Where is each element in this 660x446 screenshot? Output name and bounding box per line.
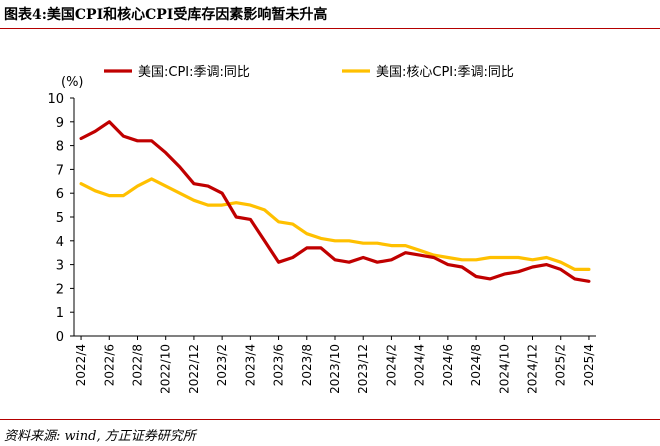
x-tick-label: 2022/12 — [187, 344, 201, 394]
chart-legend: 美国:CPI:季调:同比 美国:核心CPI:季调:同比 — [104, 65, 514, 80]
y-tick-label: 9 — [56, 116, 64, 131]
x-tick-label: 2024/12 — [526, 344, 540, 394]
x-tick-label: 2023/4 — [243, 344, 257, 386]
y-tick-label: 7 — [56, 163, 64, 178]
x-tick-label: 2023/8 — [300, 344, 314, 386]
y-tick-label: 5 — [56, 211, 64, 226]
x-tick-label: 2025/2 — [554, 344, 568, 386]
y-tick-label: 0 — [56, 330, 64, 345]
x-tick-label: 2024/2 — [384, 344, 398, 386]
y-tick-label: 1 — [56, 306, 64, 321]
legend-label: 美国:CPI:季调:同比 — [138, 65, 250, 80]
series-line — [79, 120, 591, 283]
x-tick-label: 2022/8 — [130, 344, 144, 386]
x-tick-label: 2023/12 — [356, 344, 370, 394]
y-tick-label: 10 — [47, 92, 64, 107]
x-tick-label: 2023/10 — [328, 344, 342, 394]
x-tick-label: 2023/2 — [215, 344, 229, 386]
x-axis: 2022/4 2022/6 2022/8 2022/10 2022/12 2023/2 20… — [74, 335, 596, 394]
title-divider — [0, 28, 660, 29]
x-tick-label: 2022/4 — [74, 344, 88, 386]
x-tick-label: 2023/6 — [272, 344, 286, 386]
y-axis-unit-label: (%) — [61, 75, 84, 90]
y-tick-label: 4 — [56, 235, 64, 250]
figure-title: 图表4:美国CPI和核心CPI受库存因素影响暂未升高 — [4, 7, 328, 23]
series-lines — [79, 120, 591, 283]
y-axis: 0 1 2 3 4 5 6 7 8 9 10 — [47, 92, 75, 345]
legend-label: 美国:核心CPI:季调:同比 — [376, 65, 514, 80]
y-tick-label: 8 — [56, 140, 64, 155]
x-tick-label: 2024/10 — [497, 344, 511, 394]
x-tick-label: 2024/6 — [441, 344, 455, 386]
source-divider — [0, 419, 660, 420]
series-line — [79, 177, 591, 271]
source-note: 资料来源: wind, 方正证券研究所 — [4, 429, 196, 444]
x-tick-label: 2022/6 — [102, 344, 116, 386]
y-tick-label: 3 — [56, 259, 64, 274]
x-tick-label: 2022/10 — [159, 344, 173, 394]
y-tick-label: 2 — [56, 282, 64, 297]
x-tick-label: 2025/4 — [582, 344, 596, 386]
x-tick-label: 2024/4 — [413, 344, 427, 386]
y-tick-label: 6 — [56, 187, 64, 202]
x-tick-label: 2024/8 — [469, 344, 483, 386]
